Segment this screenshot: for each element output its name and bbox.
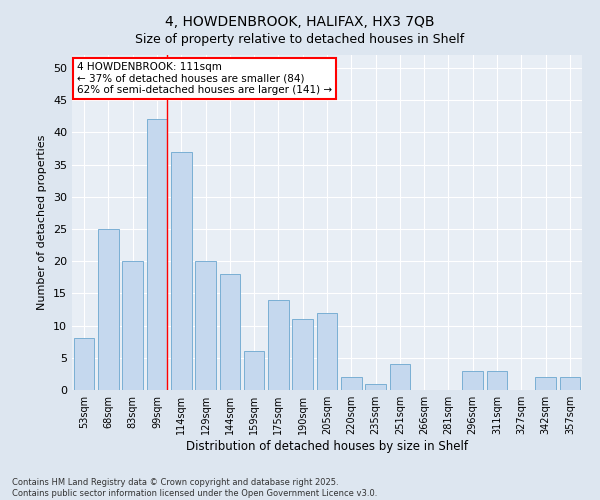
Bar (463, 370, 483, 390)
Bar (365, 384, 386, 390)
Text: Contains HM Land Registry data © Crown copyright and database right 2025.
Contai: Contains HM Land Registry data © Crown c… (12, 478, 377, 498)
Bar (171, 152, 191, 390)
Bar (244, 352, 265, 390)
Bar (268, 300, 289, 390)
Bar (389, 364, 410, 390)
Bar (122, 261, 143, 390)
Bar (292, 319, 313, 390)
Text: 4, HOWDENBROOK, HALIFAX, HX3 7QB: 4, HOWDENBROOK, HALIFAX, HX3 7QB (165, 15, 435, 29)
Bar (98, 229, 119, 390)
Bar (220, 274, 240, 390)
Bar (341, 377, 362, 390)
Bar (74, 338, 94, 390)
Bar (146, 120, 167, 390)
Y-axis label: Number of detached properties: Number of detached properties (37, 135, 47, 310)
Bar (195, 261, 216, 390)
Text: Size of property relative to detached houses in Shelf: Size of property relative to detached ho… (136, 32, 464, 46)
Bar (487, 370, 508, 390)
Text: 4 HOWDENBROOK: 111sqm
← 37% of detached houses are smaller (84)
62% of semi-deta: 4 HOWDENBROOK: 111sqm ← 37% of detached … (77, 62, 332, 95)
Bar (317, 312, 337, 390)
X-axis label: Distribution of detached houses by size in Shelf: Distribution of detached houses by size … (186, 440, 468, 453)
Bar (535, 377, 556, 390)
Bar (560, 377, 580, 390)
